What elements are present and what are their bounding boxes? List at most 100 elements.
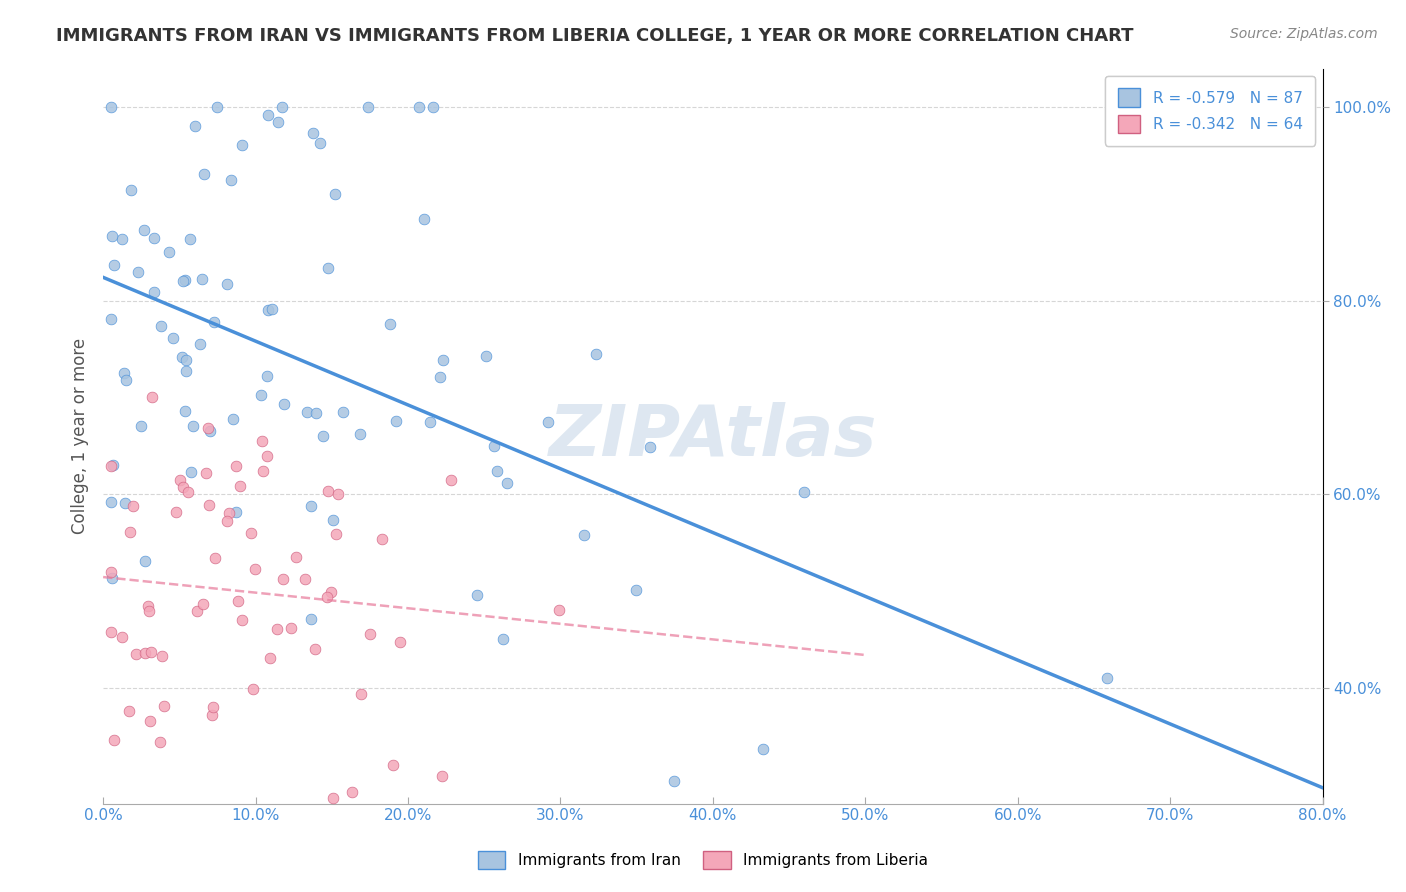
Point	[793, 485, 815, 500]
Point	[198, 424, 221, 438]
Text: IMMIGRANTS FROM IRAN VS IMMIGRANTS FROM LIBERIA COLLEGE, 1 YEAR OR MORE CORRELAT: IMMIGRANTS FROM IRAN VS IMMIGRANTS FROM …	[56, 27, 1133, 45]
Point	[150, 318, 173, 333]
Point	[225, 459, 247, 474]
Point	[256, 449, 278, 463]
Point	[484, 439, 506, 453]
Point	[475, 349, 498, 363]
Point	[422, 100, 444, 114]
Point	[188, 336, 211, 351]
Point	[323, 187, 346, 202]
Point	[257, 108, 280, 122]
Point	[149, 735, 172, 749]
Point	[752, 741, 775, 756]
Point	[295, 405, 318, 419]
Point	[267, 114, 290, 128]
Point	[100, 565, 122, 579]
Point	[239, 525, 262, 540]
Point	[142, 231, 165, 245]
Point	[371, 532, 394, 546]
Point	[186, 604, 208, 618]
Point	[430, 769, 453, 783]
Point	[664, 774, 686, 789]
Point	[100, 495, 122, 509]
Point	[103, 732, 125, 747]
Point	[250, 434, 273, 448]
Point	[114, 372, 136, 386]
Point	[138, 604, 160, 618]
Point	[222, 412, 245, 426]
Point	[378, 317, 401, 331]
Point	[322, 791, 344, 805]
Text: Source: ZipAtlas.com: Source: ZipAtlas.com	[1230, 27, 1378, 41]
Point	[141, 390, 163, 404]
Point	[205, 100, 228, 114]
Text: ZIPAtlas: ZIPAtlas	[548, 401, 877, 471]
Point	[165, 505, 187, 519]
Point	[413, 212, 436, 227]
Point	[193, 167, 215, 181]
Point	[191, 598, 214, 612]
Point	[349, 427, 371, 442]
Point	[384, 414, 406, 428]
Point	[215, 277, 238, 291]
Point	[231, 613, 253, 627]
Legend: Immigrants from Iran, Immigrants from Liberia: Immigrants from Iran, Immigrants from Li…	[472, 845, 934, 875]
Point	[389, 635, 412, 649]
Point	[221, 173, 243, 187]
Point	[100, 312, 122, 326]
Point	[485, 464, 508, 478]
Point	[101, 228, 124, 243]
Point	[180, 465, 202, 479]
Point	[271, 572, 294, 586]
Point	[299, 499, 322, 513]
Point	[201, 707, 224, 722]
Point	[492, 632, 515, 646]
Legend: R = -0.579   N = 87, R = -0.342   N = 64: R = -0.579 N = 87, R = -0.342 N = 64	[1105, 76, 1315, 145]
Point	[465, 588, 488, 602]
Point	[432, 352, 454, 367]
Point	[271, 100, 294, 114]
Point	[332, 405, 354, 419]
Point	[136, 599, 159, 613]
Point	[112, 366, 135, 380]
Point	[350, 687, 373, 701]
Point	[184, 119, 207, 133]
Point	[229, 479, 252, 493]
Point	[316, 484, 339, 499]
Point	[359, 626, 381, 640]
Point	[114, 496, 136, 510]
Point	[408, 100, 430, 114]
Point	[179, 232, 201, 246]
Point	[100, 458, 122, 473]
Point	[242, 681, 264, 696]
Point	[139, 714, 162, 729]
Point	[429, 369, 451, 384]
Point	[142, 285, 165, 299]
Point	[201, 699, 224, 714]
Point	[169, 473, 191, 487]
Point	[340, 784, 363, 798]
Point	[260, 301, 283, 316]
Point	[174, 364, 197, 378]
Point	[218, 506, 240, 520]
Point	[202, 315, 225, 329]
Point	[304, 642, 326, 657]
Y-axis label: College, 1 year or more: College, 1 year or more	[72, 338, 89, 534]
Point	[280, 622, 302, 636]
Point	[139, 645, 162, 659]
Point	[312, 429, 335, 443]
Point	[134, 553, 156, 567]
Point	[134, 646, 156, 660]
Point	[231, 137, 253, 152]
Point	[134, 223, 156, 237]
Point	[585, 347, 607, 361]
Point	[118, 524, 141, 539]
Point	[176, 353, 198, 368]
Point	[111, 630, 134, 644]
Point	[153, 698, 176, 713]
Point	[250, 388, 273, 402]
Point	[305, 406, 328, 420]
Point	[217, 515, 239, 529]
Point	[316, 590, 339, 604]
Point	[100, 100, 122, 114]
